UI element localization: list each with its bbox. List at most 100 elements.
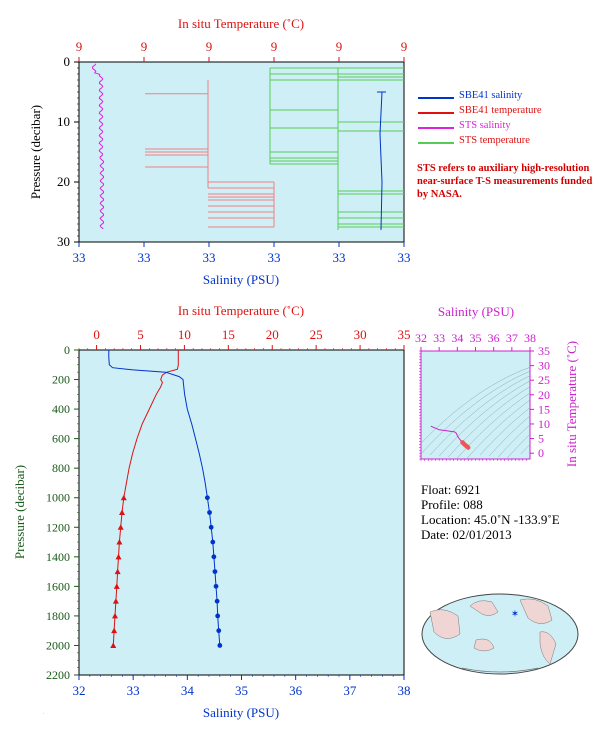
temperature-profile-line <box>112 350 179 646</box>
sts-temp-tick-label: 9 <box>271 39 278 54</box>
world-map: ✶ <box>421 593 579 675</box>
sts-sal-tick-label: 33 <box>203 250 216 265</box>
sts-pressure-axis-title: Pressure (decibar) <box>28 105 43 199</box>
sbe41-salinity-trace <box>379 91 383 231</box>
profile-panel: In situ Temperature (˚C) Salinity (PSU) … <box>12 303 411 720</box>
salinity-point <box>212 569 218 574</box>
density-contour <box>488 415 531 457</box>
density-contour <box>466 399 531 460</box>
sts-temp-tick-label: 9 <box>336 39 343 54</box>
density-contour <box>479 407 531 456</box>
map-land-antarctica <box>461 667 539 673</box>
pressure-tick-label: 1800 <box>46 609 70 623</box>
ts-salinity-axis-title: Salinity (PSU) <box>438 304 514 319</box>
sts-sal-tick-label: 33 <box>268 250 281 265</box>
sts-pressure-tick-label: 20 <box>57 174 70 189</box>
sts-sal-tick-label: 33 <box>73 250 86 265</box>
map-land-north-america <box>519 598 553 624</box>
sts-pressure-tick-label: 10 <box>57 114 70 129</box>
sts-salinity-trace <box>91 63 105 230</box>
ts-temperature-tick-label: 0 <box>538 446 544 460</box>
salinity-tick-label: 37 <box>343 683 357 698</box>
pressure-tick-label: 1200 <box>46 520 70 534</box>
ts-salinity-tick-label: 36 <box>488 331 500 345</box>
ts-temperature-tick-label: 30 <box>538 359 550 373</box>
density-contour <box>507 434 531 459</box>
profile-plot-area <box>78 349 405 676</box>
legend-swatch-sts-temperature <box>418 142 454 144</box>
salinity-tick-label: 38 <box>398 683 411 698</box>
salinity-point <box>213 583 219 589</box>
temperature-point <box>110 642 117 648</box>
sts-temp-tick-label: 9 <box>206 39 213 54</box>
temperature-tick-label: 25 <box>310 327 323 342</box>
legend-swatch-sbe41-salinity <box>418 97 454 99</box>
pressure-tick-label: 2200 <box>46 668 70 682</box>
temperature-point <box>112 598 119 604</box>
pressure-tick-label: 800 <box>52 461 70 475</box>
temperature-point <box>120 494 127 501</box>
pressure-tick-label: 1400 <box>46 550 70 564</box>
temperature-point <box>116 539 123 545</box>
sts-plot-area <box>78 61 405 243</box>
ts-plot-area <box>420 350 531 460</box>
temperature-point <box>111 627 118 634</box>
temperature-tick-label: 30 <box>354 327 367 342</box>
sts-salinity-axis-title: Salinity (PSU) <box>203 272 279 287</box>
ts-deep-point <box>466 445 471 450</box>
density-contour <box>420 367 531 444</box>
salinity-point <box>204 495 210 501</box>
sts-sal-tick-label: 33 <box>398 250 411 265</box>
temperature-tick-label: 0 <box>93 327 100 342</box>
salinity-tick-label: 35 <box>235 683 248 698</box>
profile-temperature-axis-title: In situ Temperature (˚C) <box>178 303 304 318</box>
map-land-south-america <box>539 631 557 665</box>
density-contour <box>520 444 531 455</box>
temperature-tick-label: 35 <box>398 327 411 342</box>
sts-sal-tick-label: 33 <box>138 250 151 265</box>
float-id: Float: 6921 <box>421 482 481 497</box>
temperature-point <box>117 524 124 530</box>
ts-temperature-tick-label: 5 <box>538 432 544 446</box>
pressure-tick-label: 600 <box>52 432 70 446</box>
sts-note: STS refers to auxiliary high-resolution … <box>417 163 593 200</box>
pressure-tick-label: 0 <box>64 343 70 357</box>
salinity-tick-label: 36 <box>289 683 303 698</box>
sts-panel: In situ Temperature (˚C) Salinity (PSU) … <box>28 16 411 287</box>
map-land-africa-europe <box>429 609 461 639</box>
ts-salinity-tick-label: 32 <box>415 331 427 345</box>
sts-pressure-tick-label: 0 <box>64 54 71 69</box>
pressure-tick-label: 200 <box>52 373 70 387</box>
density-contour <box>420 370 531 455</box>
density-contour <box>498 424 531 458</box>
legend-label-sts-temperature: STS temperature <box>459 135 530 146</box>
salinity-point <box>207 510 212 515</box>
legend-label-sbe41-temperature: SBE41 temperature <box>459 105 542 116</box>
pressure-tick-label: 1600 <box>46 579 70 593</box>
ts-temperature-tick-label: 35 <box>538 344 550 358</box>
legend-label-sbe41-salinity: SBE41 salinity <box>459 90 523 101</box>
salinity-tick-label: 33 <box>127 683 140 698</box>
sts-temperature-axis-title: In situ Temperature (˚C) <box>178 16 304 31</box>
ts-temperature-tick-label: 25 <box>538 373 550 387</box>
temperature-tick-label: 10 <box>178 327 191 342</box>
salinity-point <box>215 613 221 619</box>
density-contour <box>429 375 531 456</box>
temperature-point <box>114 568 121 575</box>
salinity-point <box>216 628 222 634</box>
temperature-point <box>115 553 122 560</box>
float-location-marker: ✶ <box>511 609 519 620</box>
salinity-tick-label: 34 <box>181 683 195 698</box>
profile-date: Date: 02/01/2013 <box>421 527 512 542</box>
density-contour <box>439 380 531 457</box>
pressure-tick-label: 2000 <box>46 638 70 652</box>
salinity-point <box>217 643 223 648</box>
ts-temperature-tick-label: 20 <box>538 388 550 402</box>
map-land-australia <box>473 638 495 652</box>
salinity-point <box>210 539 216 545</box>
profile-number: Profile: 088 <box>421 497 483 512</box>
ts-salinity-tick-label: 33 <box>433 331 445 345</box>
ts-salinity-tick-label: 37 <box>506 331 518 345</box>
pressure-tick-label: 400 <box>52 402 70 416</box>
sts-sal-tick-label: 33 <box>333 250 346 265</box>
